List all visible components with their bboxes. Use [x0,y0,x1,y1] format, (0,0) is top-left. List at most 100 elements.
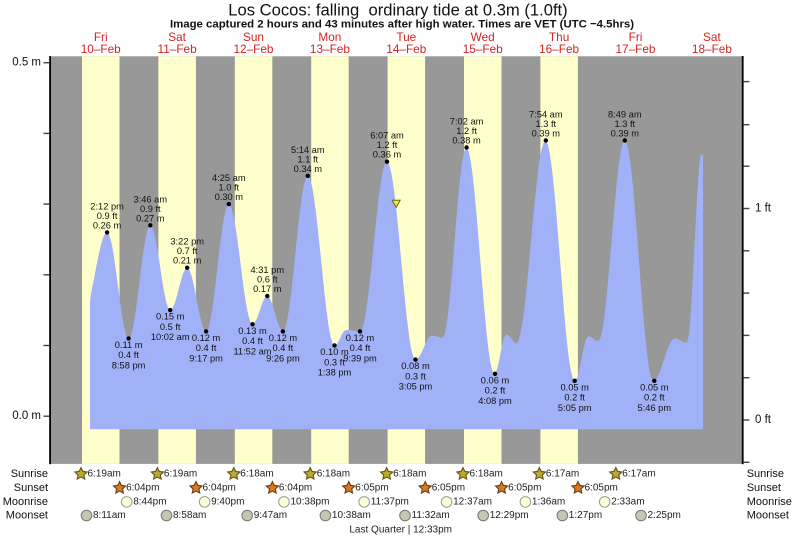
svg-text:18–Feb: 18–Feb [692,42,732,56]
svg-text:10:38am: 10:38am [332,510,371,521]
svg-text:6:04pm: 6:04pm [203,482,236,493]
svg-text:2:33am: 2:33am [611,496,644,507]
svg-text:13–Feb: 13–Feb [310,42,350,56]
svg-text:0.5 m: 0.5 m [12,57,41,69]
svg-text:Sunrise: Sunrise [747,468,784,480]
svg-text:6:05pm: 6:05pm [585,482,618,493]
svg-text:Moonset: Moonset [747,510,789,522]
svg-text:6:04pm: 6:04pm [126,482,159,493]
svg-text:8:44pm: 8:44pm [133,496,166,507]
svg-text:8:58am: 8:58am [173,510,206,521]
svg-text:8:49 am: 8:49 am [608,110,642,120]
svg-text:6:18am: 6:18am [317,468,350,479]
svg-text:9:39 pm: 9:39 pm [343,354,377,364]
svg-text:3:05 pm: 3:05 pm [399,382,433,392]
svg-text:4:25 am: 4:25 am [212,173,246,183]
svg-text:0.0 m: 0.0 m [12,410,41,422]
svg-text:17–Feb: 17–Feb [615,42,655,56]
svg-text:10–Feb: 10–Feb [81,42,121,56]
svg-text:4:08 pm: 4:08 pm [478,396,512,406]
svg-text:0.36 m: 0.36 m [373,150,402,160]
svg-text:0.9 ft: 0.9 ft [97,211,118,221]
svg-text:0.4 ft: 0.4 ft [196,343,217,353]
svg-text:0.08 m: 0.08 m [401,361,430,371]
svg-text:6:18am: 6:18am [393,468,426,479]
svg-text:12–Feb: 12–Feb [233,42,273,56]
svg-text:0.2 ft: 0.2 ft [564,393,585,403]
svg-text:0.2 ft: 0.2 ft [485,386,506,396]
svg-text:6:19am: 6:19am [164,468,197,479]
svg-text:1.1 ft: 1.1 ft [297,154,318,164]
svg-text:6:18am: 6:18am [240,468,273,479]
svg-text:Sunset: Sunset [747,482,781,494]
svg-text:3:46 am: 3:46 am [134,194,168,204]
svg-text:0.4 ft: 0.4 ft [273,343,294,353]
svg-text:6:17am: 6:17am [546,468,579,479]
svg-text:0.2 ft: 0.2 ft [644,393,665,403]
svg-text:11–Feb: 11–Feb [158,42,198,56]
svg-text:8:58 pm: 8:58 pm [112,361,146,371]
svg-text:6:04pm: 6:04pm [279,482,312,493]
svg-text:4:31 pm: 4:31 pm [251,265,285,275]
svg-text:0.15 m: 0.15 m [156,312,185,322]
svg-text:0.05 m: 0.05 m [560,382,589,392]
svg-text:9:40pm: 9:40pm [211,496,244,507]
svg-text:1.2 ft: 1.2 ft [377,140,398,150]
svg-text:0.30 m: 0.30 m [215,192,244,202]
svg-text:14–Feb: 14–Feb [386,42,426,56]
svg-text:0.5 ft: 0.5 ft [160,322,181,332]
svg-text:Sat: Sat [703,30,721,44]
svg-text:Sunset: Sunset [14,482,48,494]
svg-text:0.9 ft: 0.9 ft [140,204,161,214]
svg-text:Wed: Wed [471,30,495,44]
svg-text:12:37am: 12:37am [453,496,492,507]
svg-text:6:19am: 6:19am [88,468,121,479]
svg-text:0.4 ft: 0.4 ft [118,350,139,360]
svg-text:2:25pm: 2:25pm [648,510,681,521]
svg-text:0 ft: 0 ft [755,414,772,426]
svg-text:0.39 m: 0.39 m [532,129,561,139]
svg-text:Thu: Thu [549,30,569,44]
svg-text:6:05pm: 6:05pm [355,482,388,493]
svg-text:Tue: Tue [396,30,416,44]
svg-text:Mon: Mon [318,30,341,44]
svg-text:0.10 m: 0.10 m [320,347,349,357]
svg-text:0.26 m: 0.26 m [93,220,122,230]
svg-text:0.7 ft: 0.7 ft [177,246,198,256]
svg-text:0.11 m: 0.11 m [115,340,143,350]
svg-text:0.4 ft: 0.4 ft [242,336,263,346]
svg-text:8:11am: 8:11am [93,510,126,521]
svg-text:Fri: Fri [94,30,108,44]
svg-text:0.05 m: 0.05 m [640,382,669,392]
svg-text:0.21 m: 0.21 m [173,256,202,266]
svg-text:9:17 pm: 9:17 pm [189,354,223,364]
svg-text:0.12 m: 0.12 m [192,333,221,343]
svg-text:7:02 am: 7:02 am [450,117,484,127]
svg-text:0.3 ft: 0.3 ft [405,371,426,381]
svg-text:10:38pm: 10:38pm [291,496,330,507]
svg-text:9:47am: 9:47am [254,510,287,521]
svg-text:Sun: Sun [243,30,264,44]
svg-text:0.12 m: 0.12 m [269,333,298,343]
svg-text:Fri: Fri [629,30,643,44]
svg-text:Los Cocos: falling ordinary t: Los Cocos: falling ordinary tide at 0.3m… [228,0,567,19]
svg-text:1:36am: 1:36am [532,496,565,507]
svg-text:16–Feb: 16–Feb [539,42,579,56]
svg-text:0.13 m: 0.13 m [238,326,267,336]
svg-text:15–Feb: 15–Feb [463,42,503,56]
svg-text:12:29pm: 12:29pm [490,510,529,521]
svg-text:Image captured 2 hours and 43: Image captured 2 hours and 43 minutes af… [170,19,634,31]
svg-text:6:17am: 6:17am [622,468,655,479]
svg-text:1 ft: 1 ft [755,203,772,215]
svg-text:2:12 pm: 2:12 pm [90,201,124,211]
svg-text:1:27pm: 1:27pm [569,510,602,521]
svg-text:Moonrise: Moonrise [747,496,792,508]
svg-text:6:18am: 6:18am [470,468,503,479]
svg-text:0.12 m: 0.12 m [346,333,375,343]
svg-text:Sat: Sat [168,30,186,44]
svg-text:Last Quarter | 12:33pm: Last Quarter | 12:33pm [349,525,452,536]
svg-text:3:22 pm: 3:22 pm [170,237,204,247]
svg-text:6:07 am: 6:07 am [370,131,404,141]
svg-text:Moonset: Moonset [6,510,48,522]
svg-text:0.3 ft: 0.3 ft [324,357,345,367]
